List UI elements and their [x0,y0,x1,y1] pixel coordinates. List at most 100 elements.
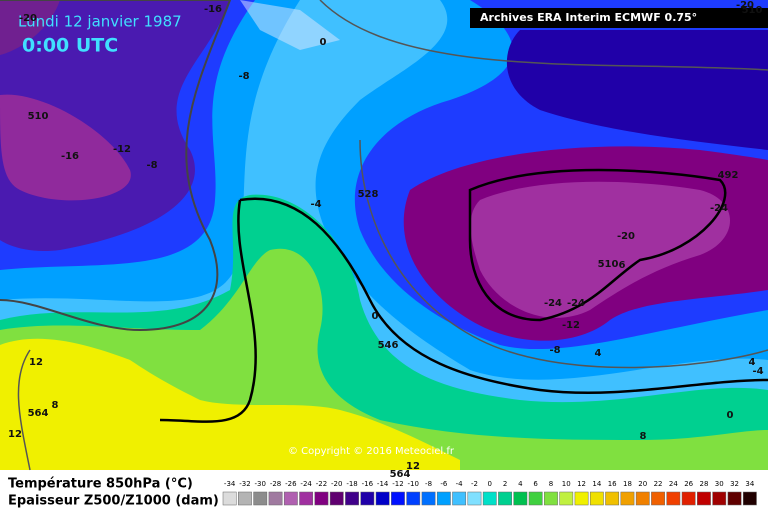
colorbar-swatch [222,491,237,506]
colorbar-swatch [238,491,252,506]
contour-line [17,349,31,471]
colorbar-swatch [712,491,727,506]
colorbar-tick-label: -22 [316,480,327,488]
colorbar-swatch [528,491,543,506]
colorbar-swatch [452,491,467,506]
contour-label: -16 [61,151,79,162]
colorbar-swatch [651,491,665,506]
colorbar-tick-label: -34 [224,480,236,488]
colorbar-swatch [498,491,512,506]
warm-core [0,338,460,470]
colorbar-tick-label: -6 [440,480,448,488]
cold-core [0,0,60,55]
colorbar-tick-label: 10 [562,480,571,488]
contour-label: 528 [358,189,379,200]
colorbar-swatch [742,491,757,506]
colorbar-tick-label: -4 [456,480,464,488]
colorbar-tick-label: 6 [533,480,538,488]
colorbar-tick-label: 0 [488,480,492,488]
contour-label: 510 [28,111,49,122]
colorbar-swatch [574,491,589,506]
colorbar-tick-label: -28 [270,480,281,488]
colorbar-tick-label: -18 [346,480,357,488]
colorbar-tick-label: 2 [503,480,507,488]
contour-label: -24 [710,203,728,214]
contour-label: 510 [742,5,763,16]
colorbar-tick-label: 28 [699,480,708,488]
colorbar-tick-label: -8 [425,480,432,488]
contour-line [0,0,232,332]
colorbar-tick-label: -32 [239,480,250,488]
contour-line [239,197,768,395]
colorbar-swatch [329,491,344,506]
colorbar-swatch [727,491,742,506]
map-title: Lundi 12 janvier 1987 [18,13,182,31]
contour-label: 12 [406,461,420,472]
colorbar-swatch [391,491,405,506]
colorbar-swatch [268,491,283,506]
colorbar: -34 -32 -30 -28 -26 -24 -22 -20 -18 -16 -14 -12 -10-… [222,480,757,506]
contour-label: -16 [204,4,222,15]
colorbar-swatch [283,491,298,506]
contour-line [159,199,257,423]
contour-label: 8 [640,431,647,442]
contour-label: 0 [727,410,734,421]
colorbar-swatch [544,491,558,506]
colorbar-tick-label: 14 [592,480,601,488]
contour-label: -24 [567,298,585,309]
colorbar-swatch [681,491,696,506]
colorbar-tick-label: 34 [745,480,754,488]
contour-label: 564 [28,408,49,419]
legend: Température 850hPa (°C) Epaisseur Z500/Z… [8,477,757,509]
contour-label: 510 [598,259,619,270]
contour-line [319,0,768,71]
contour-label: 0 [320,37,327,48]
contour-label: 8 [52,400,59,411]
map-time: 0:00 UTC [22,35,118,57]
contour-line [359,139,768,369]
legend-label: Epaisseur Z500/Z1000 (dam) [8,494,219,509]
colorbar-tick-label: 24 [669,480,678,488]
colorbar-tick-label: -24 [300,480,312,488]
colorbar-swatch [513,491,528,506]
colorbar-tick-label: -12 [392,480,403,488]
legend-label: Température 850hPa (°C) [8,477,193,492]
contour-label: -8 [238,71,249,82]
colorbar-swatch [345,491,359,506]
colorbar-swatch [253,491,268,506]
colorbar-swatch [436,491,451,506]
cold-core [0,94,131,201]
contour-label: -20 [736,0,754,11]
colorbar-swatch [620,491,635,506]
colorbar-swatch [406,491,421,506]
contour-label: 12 [8,429,22,440]
contour-label: 564 [390,469,411,480]
colorbar-tick-label: -20 [331,480,342,488]
contour-label: -24 [544,298,562,309]
contour-label: 0 [372,311,379,322]
source-box [470,8,768,28]
contour-line [468,168,727,322]
colorbar-tick-label: 22 [654,480,663,488]
contour-label: -20 [19,13,37,24]
colorbar-swatch [482,491,497,506]
colorbar-swatch [375,491,390,506]
contour-label: 6 [619,260,626,271]
colorbar-swatch [299,491,314,506]
colorbar-tick-label: -30 [255,480,266,488]
contour-label: -4 [310,199,321,210]
contour-label: -8 [146,160,157,171]
contour-label: 492 [718,170,739,181]
colorbar-tick-label: 4 [518,480,523,488]
source-label: Archives ERA Interim ECMWF 0.75° [480,11,697,24]
colorbar-swatch [589,491,604,506]
colorbar-swatch [360,491,375,506]
cold-core [470,181,730,318]
contour-label: 4 [749,357,756,368]
colorbar-tick-label: -14 [377,480,389,488]
colorbar-tick-label: 32 [730,480,739,488]
colorbar-tick-label: -26 [285,480,297,488]
colorbar-tick-label: -16 [362,480,374,488]
